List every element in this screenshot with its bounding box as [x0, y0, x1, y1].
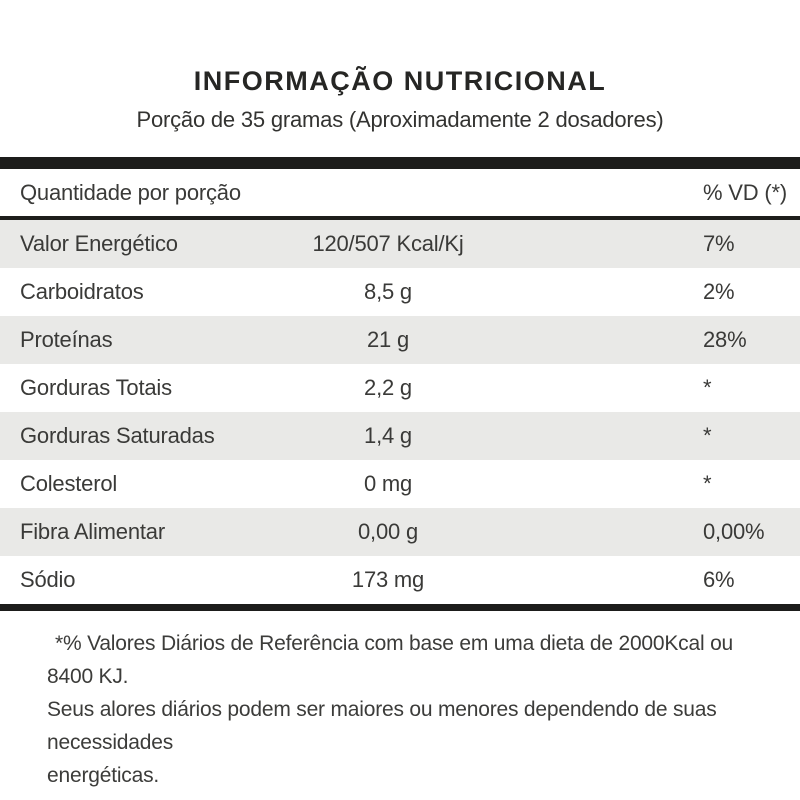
nutrient-label: Carboidratos — [20, 279, 144, 304]
nutrient-vd: 7% — [703, 231, 735, 256]
nutrient-label: Gorduras Saturadas — [20, 423, 215, 448]
table-row: Proteínas 21 g 28% — [0, 316, 800, 364]
table-header-row: Quantidade por porção % VD (*) — [0, 169, 800, 216]
nutrient-amount: 8,5 g — [364, 279, 412, 304]
nutrient-amount: 1,4 g — [364, 423, 412, 448]
table-top-bar — [0, 157, 800, 169]
nutrient-label: Valor Energético — [20, 231, 178, 256]
footnote-line: Seus alores diários podem ser maiores ou… — [47, 698, 717, 754]
nutrient-label: Colesterol — [20, 471, 118, 496]
table-row: Colesterol 0 mg * — [0, 460, 800, 508]
nutrition-table: Quantidade por porção % VD (*) Valor Ene… — [0, 157, 800, 611]
nutrient-vd: 6% — [703, 567, 735, 592]
table-row: Gorduras Saturadas 1,4 g * — [0, 412, 800, 460]
table-bottom-bar — [0, 604, 800, 611]
nutrient-amount: 173 mg — [351, 567, 425, 592]
table-row: Fibra Alimentar 0,00 g 0,00% — [0, 508, 800, 556]
footnote-line: *% Valores Diários de Referência com bas… — [47, 632, 734, 688]
column-header-quantity: Quantidade por porção — [20, 179, 241, 205]
nutrient-vd: 0,00% — [703, 519, 765, 544]
nutrient-vd: * — [703, 471, 712, 496]
nutrient-amount: 120/507 Kcal/Kj — [312, 231, 464, 256]
nutrient-amount: 2,2 g — [364, 375, 412, 400]
nutrient-label: Proteínas — [20, 327, 113, 352]
nutrient-label: Gorduras Totais — [20, 375, 172, 400]
footnote-line: energéticas. — [47, 764, 160, 787]
nutrient-amount: 21 g — [366, 327, 410, 352]
nutrient-vd: * — [703, 375, 712, 400]
nutrient-vd: 2% — [703, 279, 735, 304]
serving-size-subtitle: Porção de 35 gramas (Aproximadamente 2 d… — [136, 107, 664, 132]
nutrient-vd: 28% — [703, 327, 747, 352]
nutrient-vd: * — [703, 423, 712, 448]
table-row: Valor Energético 120/507 Kcal/Kj 7% — [0, 220, 800, 268]
daily-values-footnote: *% Valores Diários de Referência com bas… — [47, 627, 760, 792]
nutrient-label: Fibra Alimentar — [20, 519, 165, 544]
header-separator-bar — [0, 216, 800, 220]
table-row: Gorduras Totais 2,2 g * — [0, 364, 800, 412]
nutrient-amount: 0,00 g — [358, 519, 418, 544]
title-block: INFORMAÇÃO NUTRICIONAL Porção de 35 gram… — [0, 0, 800, 133]
table-row: Sódio 173 mg 6% — [0, 556, 800, 604]
table-row: Carboidratos 8,5 g 2% — [0, 268, 800, 316]
nutrient-amount: 0 mg — [363, 471, 413, 496]
table-body: Valor Energético 120/507 Kcal/Kj 7% Carb… — [0, 220, 800, 604]
page-title: INFORMAÇÃO NUTRICIONAL — [193, 66, 607, 96]
column-header-vd: % VD (*) — [703, 179, 787, 205]
nutrient-label: Sódio — [20, 567, 76, 592]
